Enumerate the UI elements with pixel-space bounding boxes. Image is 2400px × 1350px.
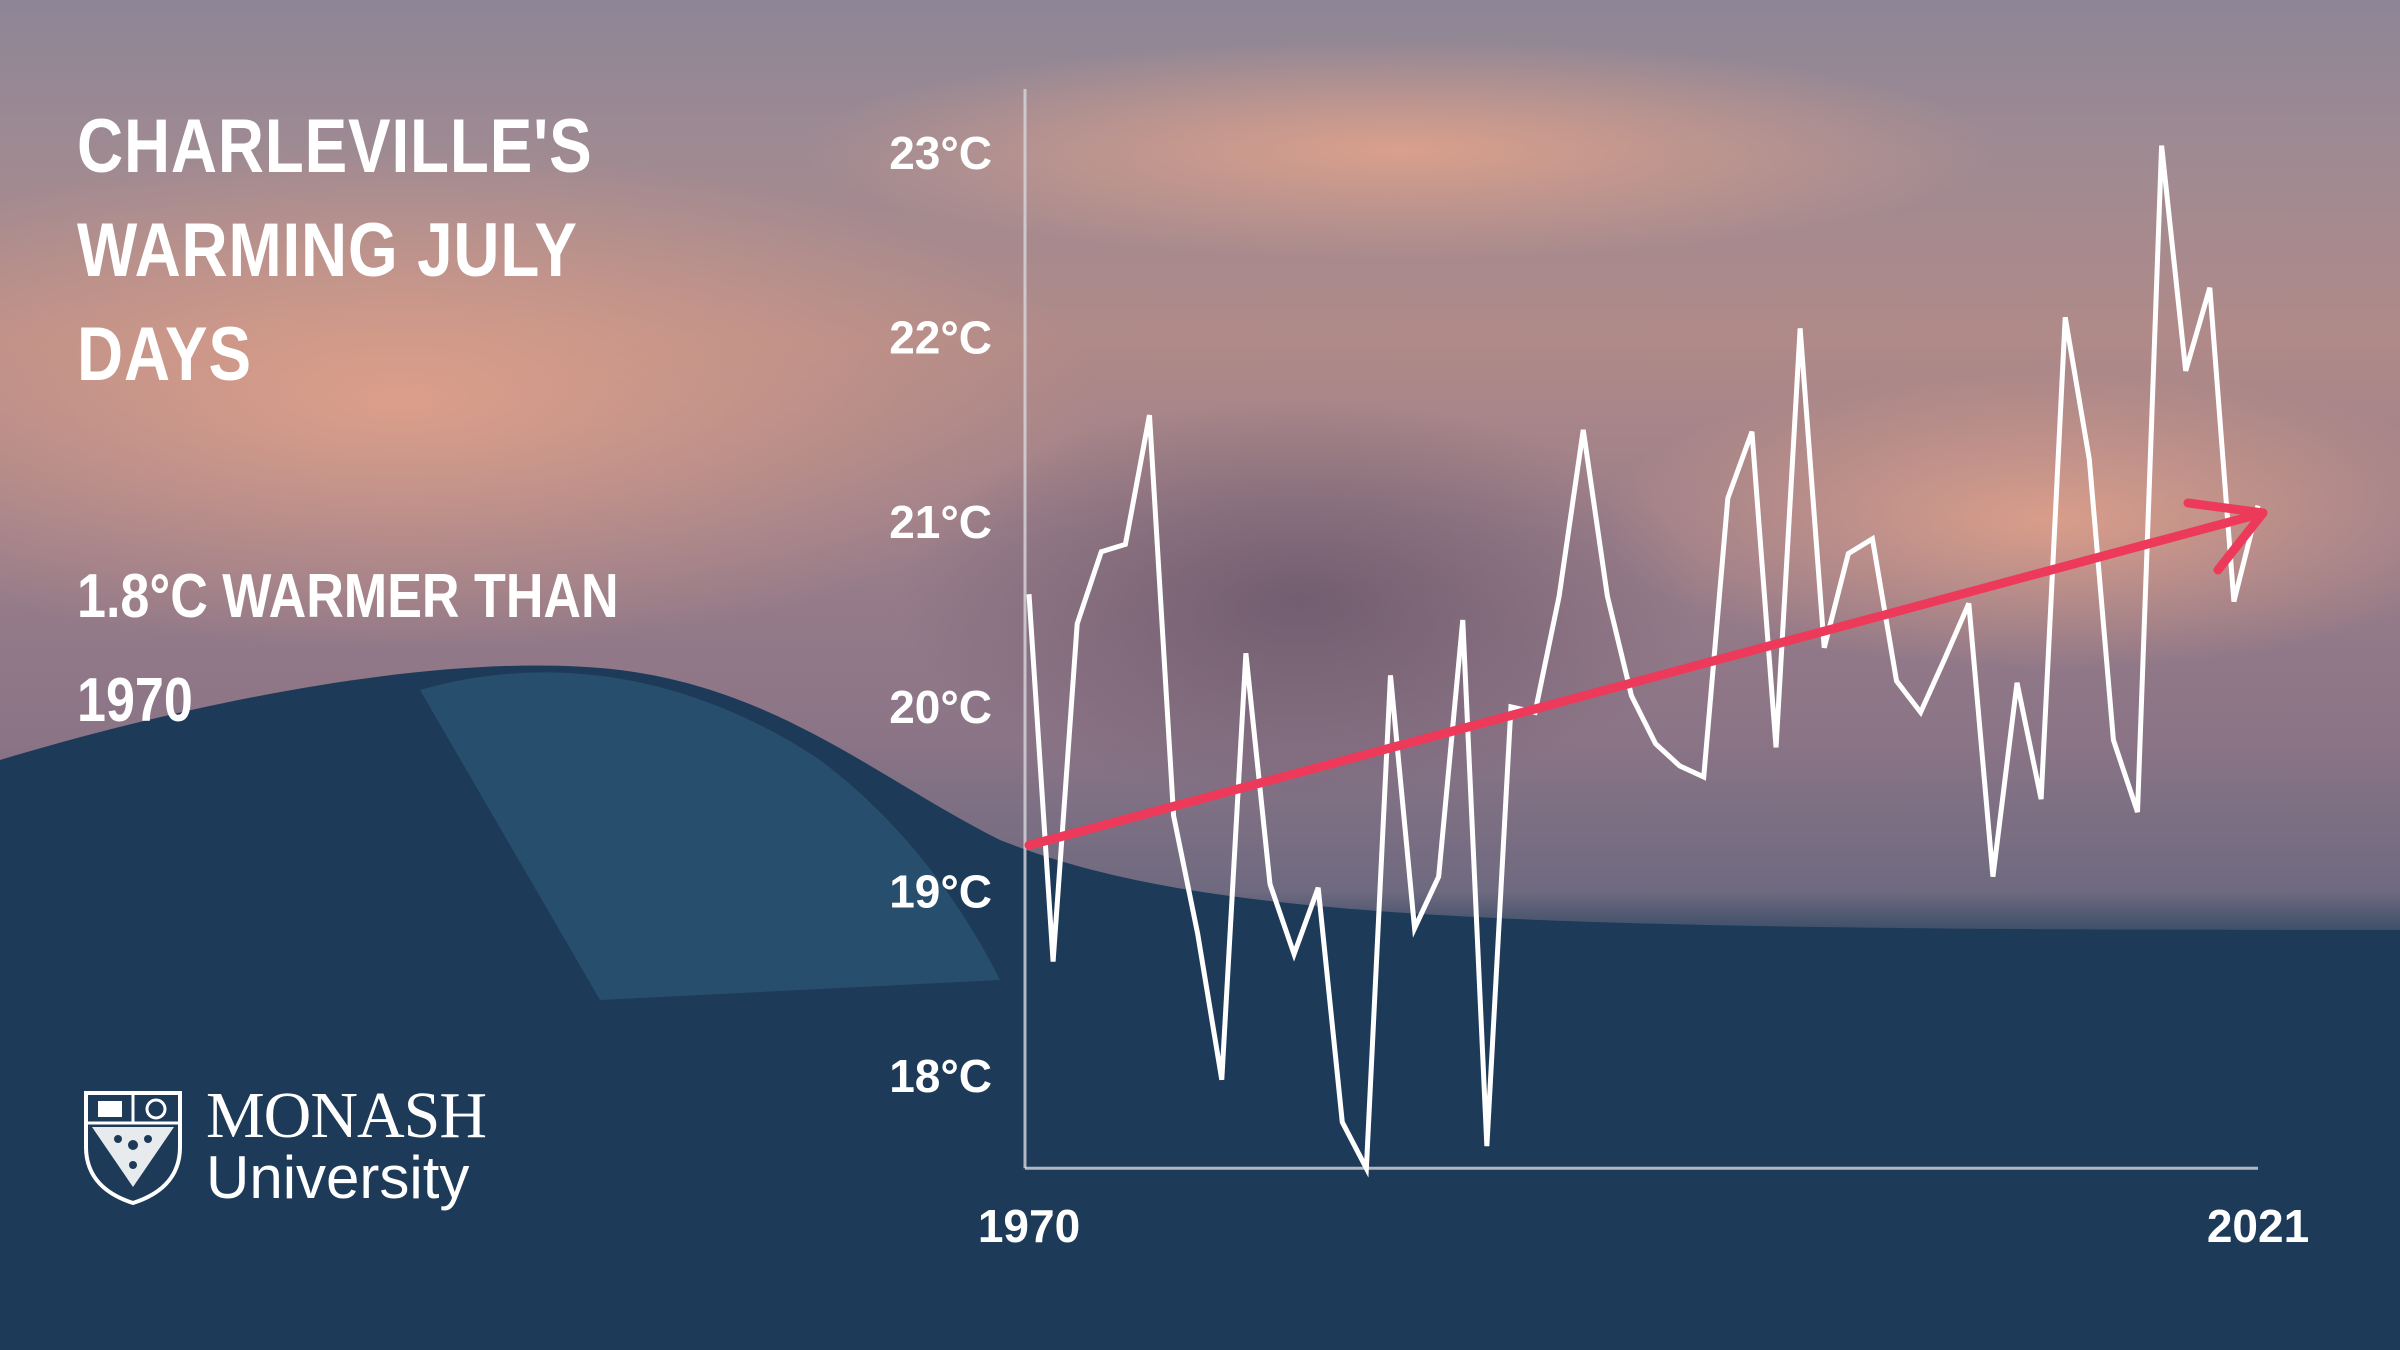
y-tick-label: 18°C [889,1050,992,1102]
x-tick-label: 1970 [978,1200,1080,1252]
chart-subtitle: 1.8°C WARMER THAN 1970 [77,562,619,735]
y-tick-label: 23°C [889,127,992,179]
x-tick-label: 2021 [2207,1200,2309,1252]
trend-arrow [1024,498,2268,850]
y-tick-label: 21°C [889,496,992,548]
trend-arrowhead [2183,498,2268,575]
logo-line1: MONASH [206,1079,487,1152]
monash-logo: MONASH University [78,1079,487,1211]
temperature-series-line [1026,145,2261,1178]
y-tick-label: 22°C [889,312,992,364]
trend-line [1024,508,2268,850]
y-tick-label: 19°C [889,865,992,917]
logo-line2: University [206,1144,470,1211]
monash-shield-icon [84,1091,182,1206]
chart-title: CHARLEVILLE'S WARMING JULY DAYS [77,104,593,397]
y-tick-label: 20°C [889,681,992,733]
